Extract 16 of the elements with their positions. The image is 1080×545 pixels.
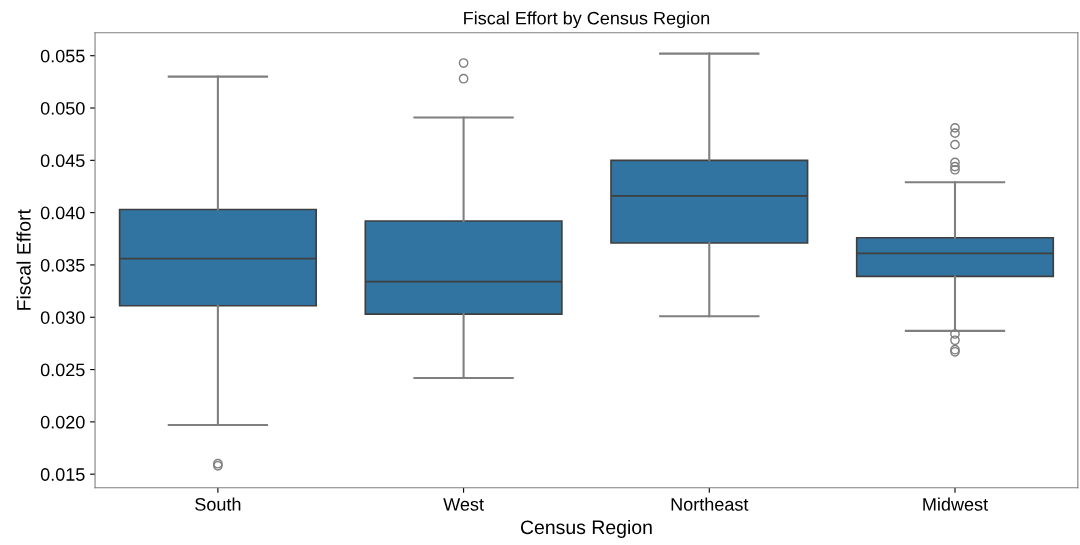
y-tick-label: 0.040 — [40, 206, 85, 220]
y-tick-label: 0.045 — [40, 154, 85, 168]
y-tick-label: 0.020 — [40, 415, 85, 429]
x-tick-label: West — [443, 498, 484, 511]
x-tick-label: South — [195, 497, 241, 511]
y-tick-label: 0.025 — [40, 363, 85, 377]
y-tick-label: 0.055 — [40, 49, 85, 63]
y-axis-title: Fiscal Effort — [16, 209, 31, 310]
y-tick-label: 0.050 — [40, 101, 85, 115]
y-tick-label: 0.030 — [40, 311, 85, 324]
y-tick-label: 0.015 — [40, 468, 85, 481]
x-tick-label: Northeast — [671, 497, 749, 511]
y-tick-label: 0.035 — [40, 258, 85, 272]
x-axis-title: Census Region — [520, 519, 652, 539]
chart-title: Fiscal Effort by Census Region — [464, 11, 710, 29]
x-tick-label: Midwest — [923, 497, 988, 511]
